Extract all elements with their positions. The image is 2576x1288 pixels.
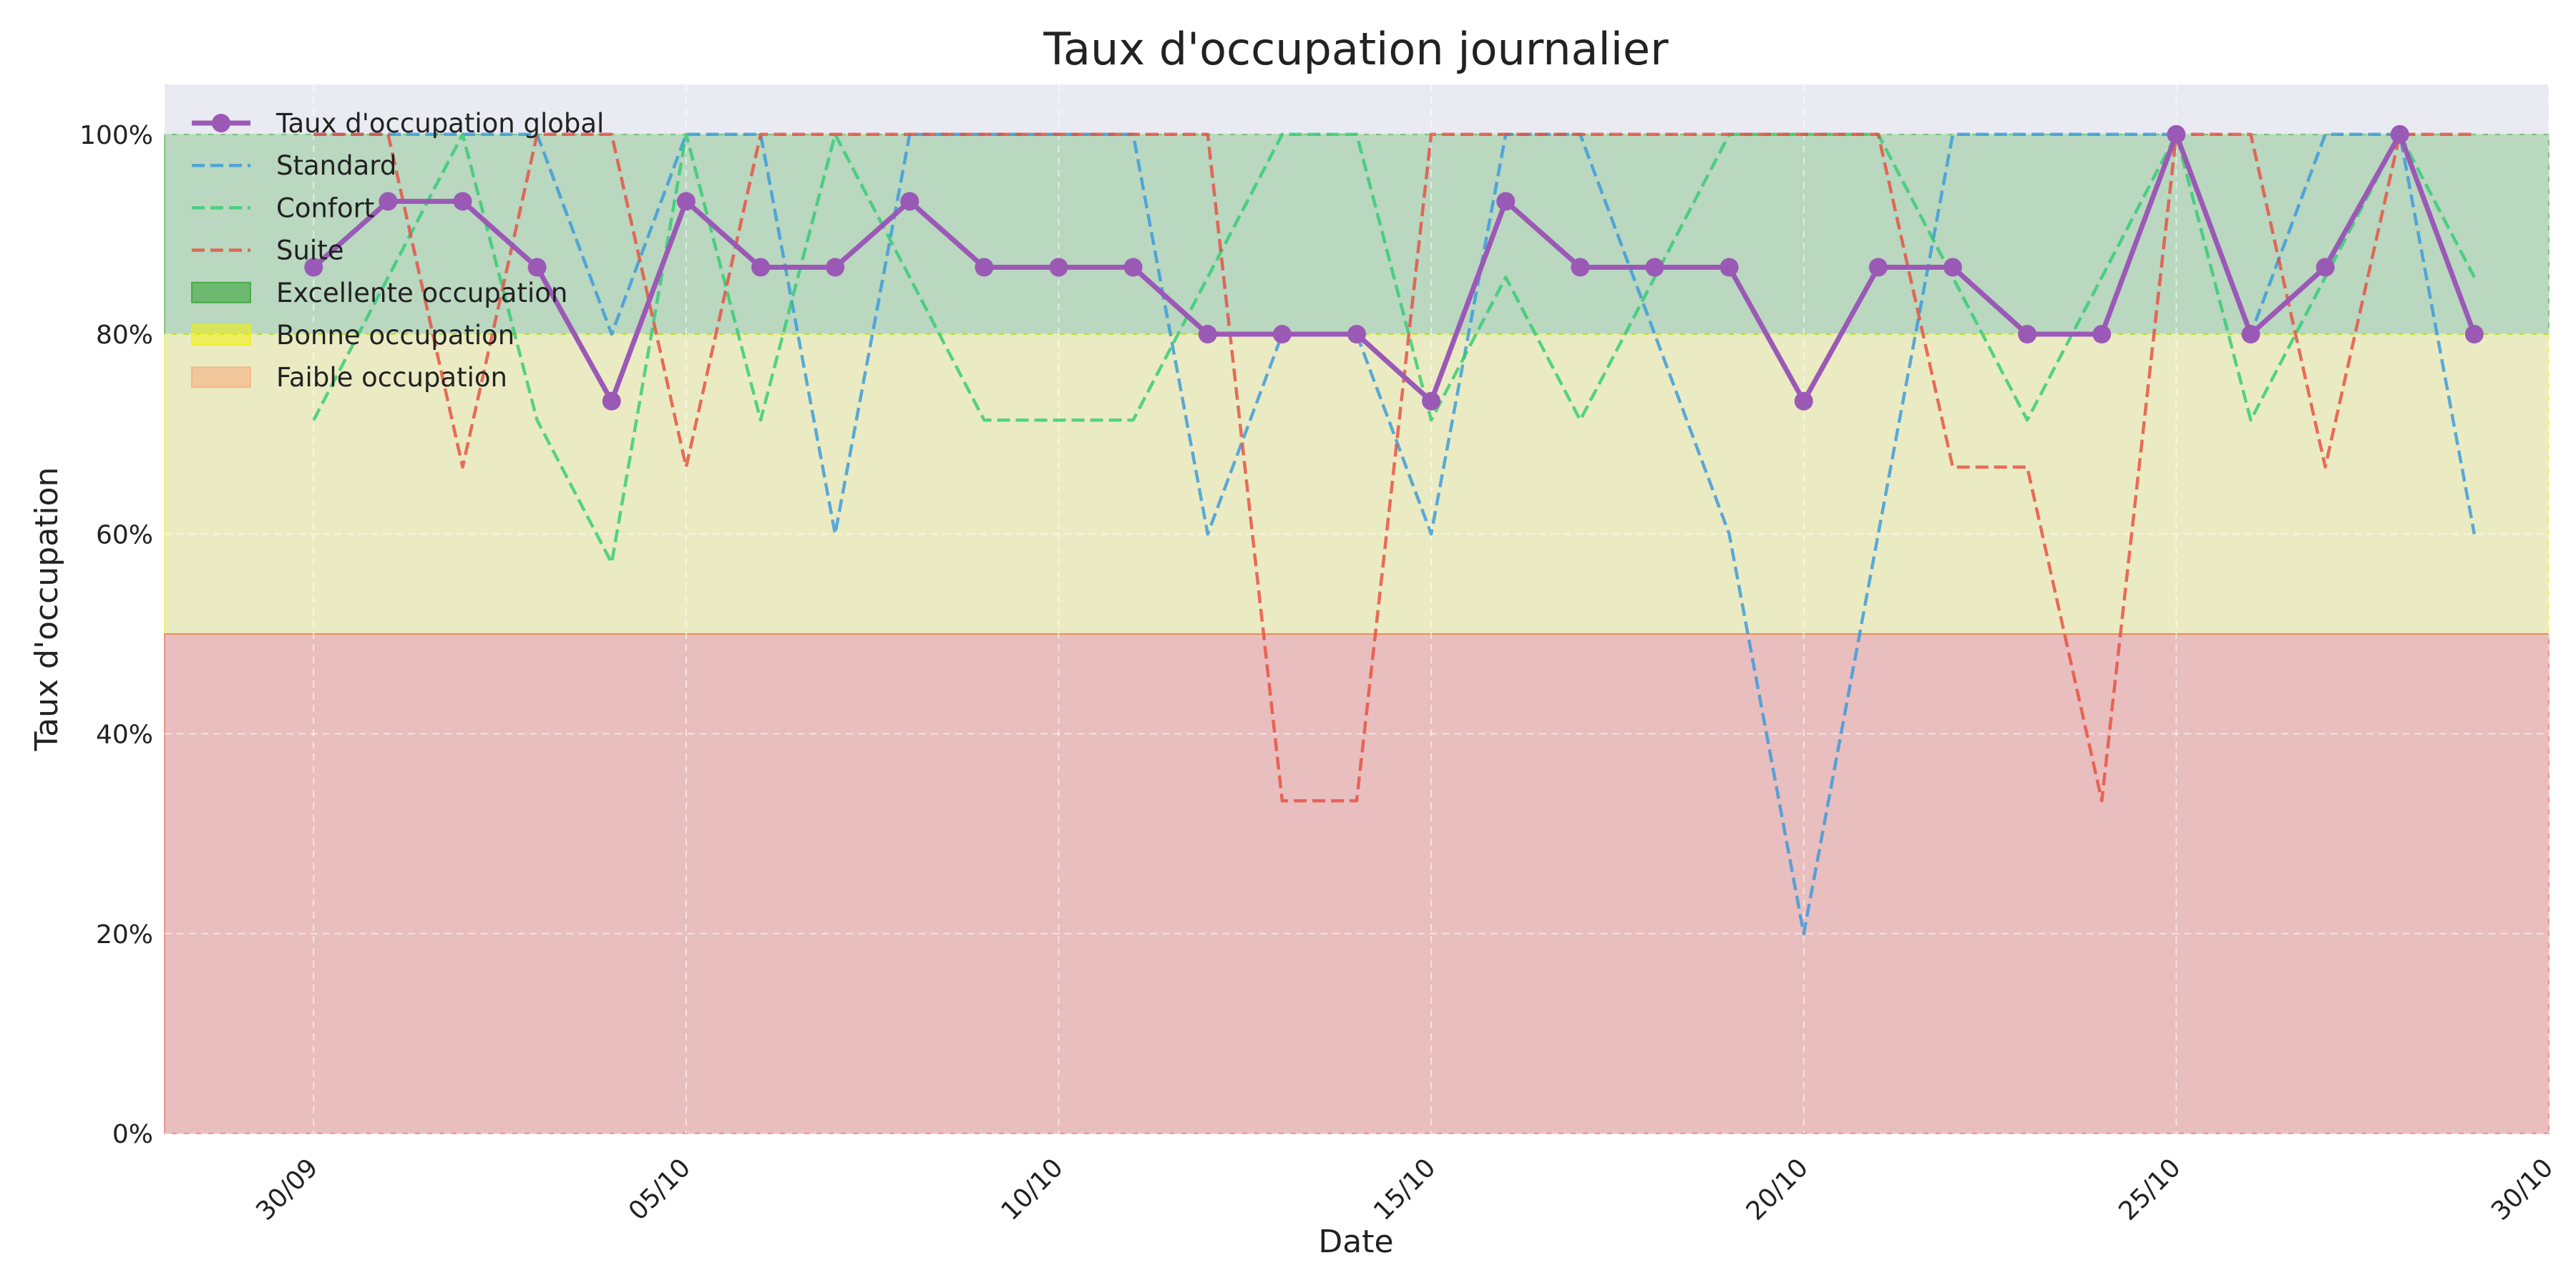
series-line-standard bbox=[313, 132, 2477, 936]
data-point-taux-d-occupation-global bbox=[1645, 258, 1664, 277]
legend-label-bonne-occupation: Bonne occupation bbox=[276, 320, 514, 351]
x-tick-label: 30/10 bbox=[2486, 1153, 2559, 1226]
series-line-suite bbox=[313, 132, 2474, 803]
y-tick-label: 20% bbox=[96, 920, 153, 950]
plot-background bbox=[165, 84, 2549, 1133]
chart-title: Taux d'occupation journalier bbox=[1043, 23, 1669, 75]
data-point-taux-d-occupation-global bbox=[1272, 325, 1292, 344]
data-point-taux-d-occupation-global bbox=[527, 258, 547, 277]
data-point-taux-d-occupation-global bbox=[1496, 192, 1516, 211]
legend-swatch-faible-occupation bbox=[191, 366, 251, 389]
data-point-taux-d-occupation-global bbox=[975, 258, 994, 277]
legend-marker-taux-d-occupation-global bbox=[212, 114, 230, 132]
x-tick-label: 05/10 bbox=[623, 1153, 696, 1226]
data-point-taux-d-occupation-global bbox=[1943, 258, 1962, 277]
data-point-taux-d-occupation-global bbox=[2167, 125, 2186, 144]
data-point-taux-d-occupation-global bbox=[1347, 325, 1366, 344]
band-excellente-occupation bbox=[164, 133, 2550, 336]
x-tick-label: 25/10 bbox=[2113, 1153, 2186, 1226]
x-tick-label: 30/09 bbox=[250, 1153, 323, 1226]
data-point-taux-d-occupation-global bbox=[379, 192, 398, 211]
series-line-confort bbox=[312, 132, 2476, 565]
data-point-taux-d-occupation-global bbox=[1198, 325, 1217, 344]
x-tick-label: 20/10 bbox=[1741, 1153, 1814, 1226]
legend-swatch-excellente-occupation bbox=[191, 281, 251, 303]
data-point-taux-d-occupation-global bbox=[2092, 325, 2112, 344]
series-confort bbox=[312, 132, 2476, 565]
data-point-taux-d-occupation-global bbox=[2241, 325, 2260, 344]
x-tick-label: 10/10 bbox=[996, 1153, 1069, 1226]
data-point-taux-d-occupation-global bbox=[1794, 391, 1813, 411]
legend: Taux d'occupation global Standard Confort S… bbox=[191, 108, 604, 393]
data-point-taux-d-occupation-global bbox=[2464, 325, 2484, 344]
legend-label-suite: Suite bbox=[276, 235, 344, 266]
legend-label-excellente-occupation: Excellente occupation bbox=[276, 278, 567, 308]
data-point-taux-d-occupation-global bbox=[1571, 258, 1590, 277]
y-tick-label: 60% bbox=[96, 520, 153, 550]
band-faible-occupation bbox=[164, 633, 2550, 1134]
data-point-taux-d-occupation-global bbox=[304, 258, 323, 277]
data-point-taux-d-occupation-global bbox=[1719, 258, 1739, 277]
data-point-taux-d-occupation-global bbox=[1049, 258, 1068, 277]
data-point-taux-d-occupation-global bbox=[1422, 391, 1441, 411]
data-point-taux-d-occupation-global bbox=[453, 192, 472, 211]
legend-label-standard: Standard bbox=[276, 150, 396, 181]
series-layer bbox=[304, 125, 2484, 936]
data-point-taux-d-occupation-global bbox=[676, 192, 696, 211]
data-point-taux-d-occupation-global bbox=[751, 258, 770, 277]
bands-layer bbox=[164, 133, 2550, 1134]
band-bonne-occupation bbox=[164, 333, 2550, 635]
series-taux-d-occupation-global bbox=[304, 125, 2484, 411]
x-axis-title: Date bbox=[1318, 1224, 1393, 1260]
data-point-taux-d-occupation-global bbox=[2390, 125, 2409, 144]
data-point-taux-d-occupation-global bbox=[602, 391, 621, 411]
y-tick-label: 100% bbox=[79, 121, 153, 150]
series-standard bbox=[313, 132, 2477, 936]
data-point-taux-d-occupation-global bbox=[1868, 258, 1888, 277]
series-line-taux-d-occupation-global bbox=[311, 132, 2477, 404]
data-point-taux-d-occupation-global bbox=[2018, 325, 2037, 344]
y-tick-label: 0% bbox=[112, 1120, 153, 1149]
legend-swatch-bonne-occupation bbox=[191, 324, 251, 346]
data-point-taux-d-occupation-global bbox=[2316, 258, 2335, 277]
legend-label-taux-d-occupation-global: Taux d'occupation global bbox=[275, 108, 604, 139]
y-tick-label: 80% bbox=[96, 321, 153, 350]
data-point-taux-d-occupation-global bbox=[900, 192, 919, 211]
data-point-taux-d-occupation-global bbox=[826, 258, 845, 277]
y-tick-label: 40% bbox=[96, 721, 153, 750]
legend-label-faible-occupation: Faible occupation bbox=[276, 362, 507, 393]
legend-label-confort: Confort bbox=[276, 192, 374, 223]
series-suite bbox=[313, 132, 2474, 803]
data-point-taux-d-occupation-global bbox=[1123, 258, 1143, 277]
y-axis-title: Taux d'occupation bbox=[29, 467, 65, 752]
x-tick-label: 15/10 bbox=[1368, 1153, 1441, 1226]
